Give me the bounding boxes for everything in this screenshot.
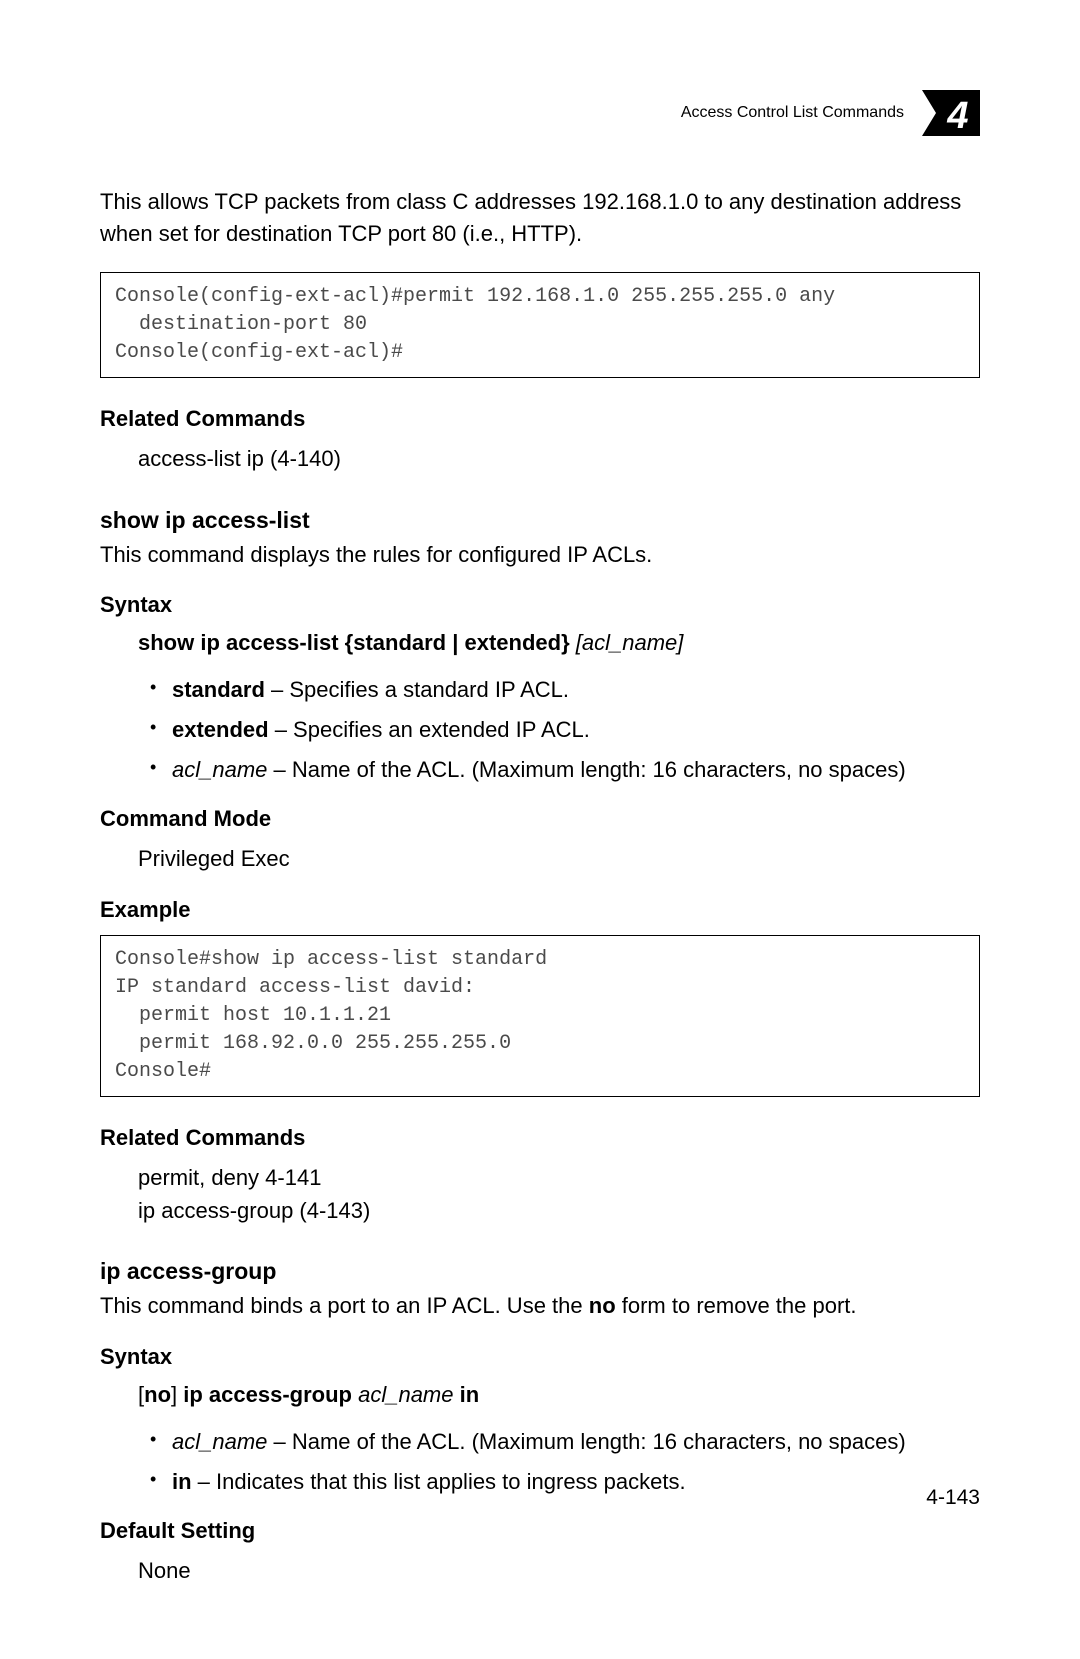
command-description-1: This command displays the rules for conf…: [100, 540, 980, 571]
bullet-item: in – Indicates that this list applies to…: [172, 1466, 980, 1498]
bullet-param: acl_name: [172, 757, 267, 782]
bullet-text: – Specifies an extended IP ACL.: [269, 717, 590, 742]
syntax-param: [acl_name]: [576, 630, 684, 655]
page-container: Access Control List Commands 4 This allo…: [0, 0, 1080, 1659]
related-commands-list-2: permit, deny 4-141 ip access-group (4-14…: [100, 1163, 980, 1227]
default-setting-heading: Default Setting: [100, 1518, 980, 1544]
syntax-heading-2: Syntax: [100, 1344, 980, 1370]
bullet-param: acl_name: [172, 1429, 267, 1454]
code-block-1: Console(config-ext-acl)#permit 192.168.1…: [100, 272, 980, 378]
desc-keyword: no: [589, 1293, 616, 1318]
desc-text: This command binds a port to an IP ACL. …: [100, 1293, 589, 1318]
syntax-bracket: ]: [171, 1382, 183, 1407]
example-heading: Example: [100, 897, 980, 923]
page-number: 4-143: [926, 1486, 980, 1510]
bullet-item: acl_name – Name of the ACL. (Maximum len…: [172, 754, 980, 786]
syntax-keyword: in: [460, 1382, 480, 1407]
page-header: Access Control List Commands 4: [100, 90, 980, 136]
header-title: Access Control List Commands: [681, 104, 904, 122]
syntax-heading-1: Syntax: [100, 592, 980, 618]
syntax-line-1: show ip access-list {standard | extended…: [100, 630, 980, 656]
related-commands-heading-2: Related Commands: [100, 1125, 980, 1151]
command-description-2: This command binds a port to an IP ACL. …: [100, 1291, 980, 1322]
bullet-item: extended – Specifies an extended IP ACL.: [172, 714, 980, 746]
syntax-text: ip access-group: [183, 1382, 358, 1407]
bullet-text: – Name of the ACL. (Maximum length: 16 c…: [267, 757, 905, 782]
bullet-list-2: acl_name – Name of the ACL. (Maximum len…: [100, 1426, 980, 1498]
desc-text: form to remove the port.: [616, 1293, 857, 1318]
chapter-number-text: 4: [946, 95, 968, 136]
related-command-item: permit, deny 4-141: [138, 1163, 980, 1194]
command-title-ip-access-group: ip access-group: [100, 1258, 980, 1285]
bullet-list-1: standard – Specifies a standard IP ACL. …: [100, 674, 980, 786]
related-command-item: ip access-group (4-143): [138, 1196, 980, 1227]
syntax-keyword: no: [144, 1382, 171, 1407]
bullet-text: – Specifies a standard IP ACL.: [265, 677, 569, 702]
related-command-item-1: access-list ip (4-140): [100, 444, 980, 475]
command-mode-value: Privileged Exec: [100, 844, 980, 875]
bullet-keyword: extended: [172, 717, 269, 742]
bullet-keyword: standard: [172, 677, 265, 702]
syntax-text: {standard | extended}: [345, 630, 576, 655]
bullet-keyword: in: [172, 1469, 192, 1494]
bullet-text: – Name of the ACL. (Maximum length: 16 c…: [267, 1429, 905, 1454]
command-mode-heading: Command Mode: [100, 806, 980, 832]
command-title-show-ip: show ip access-list: [100, 507, 980, 534]
bullet-text: – Indicates that this list applies to in…: [192, 1469, 686, 1494]
related-commands-heading-1: Related Commands: [100, 406, 980, 432]
bullet-item: standard – Specifies a standard IP ACL.: [172, 674, 980, 706]
default-setting-value: None: [100, 1556, 980, 1587]
intro-paragraph: This allows TCP packets from class C add…: [100, 186, 980, 250]
syntax-line-2: [no] ip access-group acl_name in: [100, 1382, 980, 1408]
syntax-text: show ip access-list: [138, 630, 345, 655]
bullet-item: acl_name – Name of the ACL. (Maximum len…: [172, 1426, 980, 1458]
code-block-2: Console#show ip access-list standard IP …: [100, 935, 980, 1097]
syntax-param: acl_name: [358, 1382, 460, 1407]
chapter-number-badge: 4: [922, 90, 980, 136]
